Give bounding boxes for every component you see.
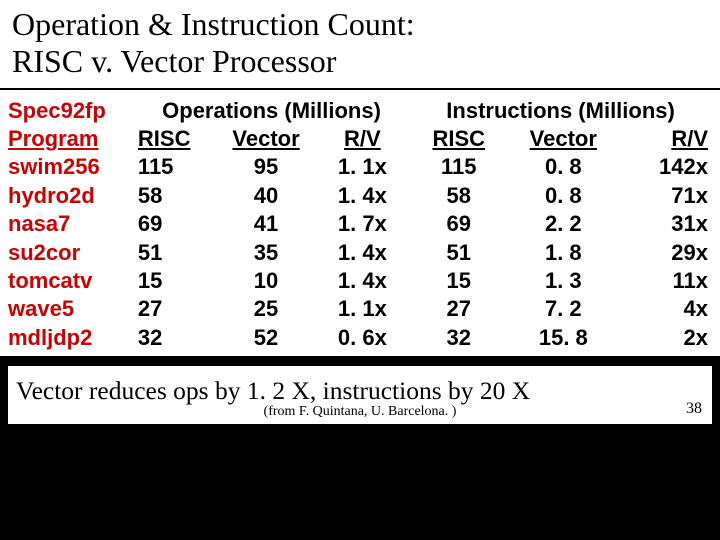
footer-text: Vector reduces ops by 1. 2 X, instructio… [16, 376, 704, 406]
row-name: nasa7 [4, 210, 134, 238]
row-name: hydro2d [4, 182, 134, 210]
footer-block: Vector reduces ops by 1. 2 X, instructio… [6, 364, 714, 426]
title-block: Operation & Instruction Count: RISC v. V… [0, 0, 720, 90]
ins-rv: 71x [618, 182, 712, 210]
data-table: Spec92fp Operations (Millions) Instructi… [4, 97, 712, 353]
table-row: tomcatv15101. 4x151. 311x [4, 267, 712, 295]
ins-risc: 32 [409, 324, 508, 352]
col-risc-ins: RISC [409, 125, 508, 153]
ops-risc: 115 [134, 153, 217, 181]
ops-risc: 58 [134, 182, 217, 210]
ins-vector: 7. 2 [508, 295, 618, 323]
row-name: tomcatv [4, 267, 134, 295]
header-instructions: Instructions (Millions) [409, 97, 712, 125]
ops-risc: 51 [134, 239, 217, 267]
col-rv-ins: R/V [618, 125, 712, 153]
ops-rv: 1. 4x [316, 239, 410, 267]
ins-vector: 1. 8 [508, 239, 618, 267]
ins-vector: 0. 8 [508, 182, 618, 210]
ops-vector: 10 [217, 267, 316, 295]
page-number: 38 [686, 400, 702, 418]
ins-risc: 69 [409, 210, 508, 238]
ins-vector: 1. 3 [508, 267, 618, 295]
row-name: swim256 [4, 153, 134, 181]
ops-risc: 27 [134, 295, 217, 323]
ins-risc: 15 [409, 267, 508, 295]
ins-rv: 4x [618, 295, 712, 323]
col-rv-ops: R/V [316, 125, 410, 153]
table-row: nasa769411. 7x692. 231x [4, 210, 712, 238]
table-block: Spec92fp Operations (Millions) Instructi… [0, 90, 720, 359]
ins-vector: 15. 8 [508, 324, 618, 352]
ins-rv: 142x [618, 153, 712, 181]
ops-vector: 52 [217, 324, 316, 352]
header-spec92fp: Spec92fp [4, 97, 134, 125]
ops-vector: 41 [217, 210, 316, 238]
title-line2: RISC v. Vector Processor [12, 43, 708, 80]
ops-rv: 1. 4x [316, 267, 410, 295]
ins-vector: 2. 2 [508, 210, 618, 238]
header-operations: Operations (Millions) [134, 97, 409, 125]
table-row: su2cor51351. 4x511. 829x [4, 239, 712, 267]
attribution: (from F. Quintana, U. Barcelona. ) [16, 404, 704, 420]
ops-rv: 1. 4x [316, 182, 410, 210]
ins-risc: 58 [409, 182, 508, 210]
ops-rv: 0. 6x [316, 324, 410, 352]
ins-rv: 2x [618, 324, 712, 352]
row-name: wave5 [4, 295, 134, 323]
ins-rv: 31x [618, 210, 712, 238]
ins-risc: 51 [409, 239, 508, 267]
ins-risc: 115 [409, 153, 508, 181]
table-row: wave527251. 1x277. 24x [4, 295, 712, 323]
ins-risc: 27 [409, 295, 508, 323]
ins-vector: 0. 8 [508, 153, 618, 181]
row-name: su2cor [4, 239, 134, 267]
col-vector-ins: Vector [508, 125, 618, 153]
ops-rv: 1. 1x [316, 153, 410, 181]
ins-rv: 11x [618, 267, 712, 295]
col-vector-ops: Vector [217, 125, 316, 153]
table-row: mdljdp232520. 6x3215. 82x [4, 324, 712, 352]
ops-vector: 35 [217, 239, 316, 267]
ops-rv: 1. 7x [316, 210, 410, 238]
header-program: Program [4, 125, 134, 153]
row-name: mdljdp2 [4, 324, 134, 352]
ops-vector: 25 [217, 295, 316, 323]
table-row: hydro2d58401. 4x580. 871x [4, 182, 712, 210]
table-row: swim256115951. 1x1150. 8142x [4, 153, 712, 181]
col-risc-ops: RISC [134, 125, 217, 153]
ops-vector: 40 [217, 182, 316, 210]
ins-rv: 29x [618, 239, 712, 267]
title-line1: Operation & Instruction Count: [12, 6, 708, 43]
ops-risc: 15 [134, 267, 217, 295]
ops-rv: 1. 1x [316, 295, 410, 323]
ops-risc: 69 [134, 210, 217, 238]
ops-vector: 95 [217, 153, 316, 181]
ops-risc: 32 [134, 324, 217, 352]
